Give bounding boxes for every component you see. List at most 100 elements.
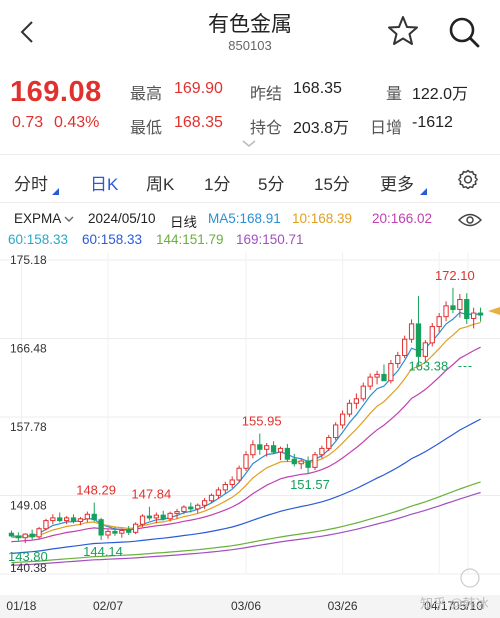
candlestick-chart[interactable]: 175.18 166.48 157.78 149.08 140.38 01/18 02/0…	[0, 252, 500, 618]
candle-body	[367, 376, 373, 387]
candle-body	[477, 312, 484, 316]
price-annotations: 172.10 163.38 155.95 151.57 148.29 147.84 144.…	[8, 268, 475, 564]
search-icon[interactable]	[446, 14, 482, 50]
ma169-line	[11, 491, 481, 566]
tab-more[interactable]: 更多	[380, 175, 414, 194]
daily-add-label: 日增	[370, 120, 403, 137]
ma144-line	[11, 481, 481, 564]
candle-body	[450, 305, 456, 310]
price-annotation: 148.29	[76, 483, 116, 498]
candle-body	[291, 458, 297, 465]
candle-body	[29, 533, 35, 538]
y-tick-label: 157.78	[10, 420, 47, 434]
candle-body	[257, 444, 263, 450]
candle-body	[326, 437, 332, 449]
candle-body	[126, 530, 132, 533]
instrument-code: 850103	[228, 38, 272, 53]
low-label: 最低	[130, 120, 163, 137]
ma10-value: 10:168.39	[292, 211, 353, 226]
candle-body	[84, 513, 90, 520]
candle-body	[236, 467, 242, 481]
candle-body	[360, 385, 366, 400]
candle-body	[381, 373, 387, 382]
candle-body	[174, 511, 180, 514]
candle-body	[436, 316, 442, 328]
header: 有色金属 850103	[0, 0, 500, 64]
candle-body	[222, 483, 228, 491]
ma144-value: 144:151.79	[156, 232, 224, 247]
candle-body	[167, 512, 173, 520]
prev-close-label: 昨结	[250, 86, 283, 103]
quote-panel: 169.08 0.73 0.43% 最高 169.90 最低 168.35 昨结…	[0, 66, 500, 152]
candle-body	[195, 504, 201, 510]
price-annotation: 143.80	[8, 549, 48, 564]
candle-body	[464, 299, 470, 319]
prev-close-value: 168.35	[293, 80, 342, 97]
candle-body	[229, 479, 235, 485]
candle-body	[353, 398, 360, 404]
watermark-avatar-icon	[460, 568, 480, 588]
low-value: 168.35	[174, 114, 223, 131]
x-tick-label: 04/17	[424, 599, 454, 613]
candle-body	[119, 530, 125, 534]
chevron-down-icon	[64, 216, 74, 222]
candle-body	[402, 338, 408, 356]
x-tick-label: 02/07	[93, 599, 123, 613]
price-annotation: 147.84	[131, 487, 171, 502]
candle-body	[153, 514, 159, 519]
candle-body	[415, 323, 422, 357]
candle-body	[408, 323, 415, 340]
price-annotation: 155.95	[242, 414, 282, 429]
y-tick-label: 175.18	[10, 253, 47, 267]
eye-icon[interactable]	[458, 212, 482, 228]
expand-chevron-icon[interactable]	[242, 140, 256, 148]
candle-body	[208, 494, 215, 502]
divider	[0, 154, 500, 155]
tab-15min[interactable]: 15分	[314, 175, 350, 194]
x-tick-label: 01/18	[6, 599, 36, 613]
gear-icon[interactable]	[456, 168, 480, 192]
volume-label: 量	[386, 86, 403, 103]
page-title: 有色金属	[208, 13, 292, 36]
price-pointer-icon	[488, 307, 500, 315]
candle-body	[388, 363, 394, 382]
open-interest-value: 203.8万	[293, 120, 350, 137]
indicator-selector[interactable]: EXPMA	[6, 208, 80, 230]
period-tabs: 分时 日K 周K 1分 5分 15分 更多	[0, 158, 500, 202]
x-tick-label: 03/26	[328, 599, 358, 613]
ma169-value: 169:150.71	[236, 232, 304, 247]
candle-body	[188, 506, 194, 510]
back-arrow-icon[interactable]	[14, 14, 42, 50]
candle-body	[333, 424, 339, 439]
tab-intraday[interactable]: 分时	[14, 175, 48, 194]
y-tick-label: 149.08	[10, 499, 47, 513]
y-axis-labels: 175.18 166.48 157.78 149.08 140.38	[10, 253, 47, 575]
moving-average-lines	[11, 311, 481, 566]
price-annotation: 172.10	[435, 268, 475, 283]
star-icon[interactable]	[386, 14, 420, 48]
daily-add-value: -1612	[412, 114, 453, 131]
tab-weekly-k[interactable]: 周K	[146, 175, 175, 194]
tab-5min[interactable]: 5分	[258, 175, 285, 194]
open-interest-label: 持仓	[250, 120, 283, 137]
indicator-legend: EXPMA 2024/05/10 日线 MA5:168.91 10:168.39…	[0, 204, 500, 252]
candle-body	[132, 523, 139, 533]
candle-body	[339, 413, 346, 426]
candle-body	[312, 454, 318, 468]
candle-body	[215, 489, 222, 496]
candle-body	[277, 447, 284, 453]
price-change: 0.73	[12, 114, 44, 131]
candle-body	[243, 454, 249, 469]
candle-body	[8, 532, 15, 537]
price-change-pct: 0.43%	[54, 114, 100, 131]
ma60-line	[11, 418, 481, 554]
dropdown-triangle-icon	[420, 188, 427, 195]
tab-1min[interactable]: 1分	[204, 175, 231, 194]
y-tick-label: 140.38	[10, 561, 47, 575]
tab-daily-k[interactable]: 日K	[90, 175, 119, 194]
candle-body	[22, 533, 28, 539]
candle-body	[50, 517, 56, 522]
volume-value: 122.0万	[412, 86, 469, 103]
candle-body	[160, 514, 166, 520]
x-axis-band	[0, 595, 500, 618]
